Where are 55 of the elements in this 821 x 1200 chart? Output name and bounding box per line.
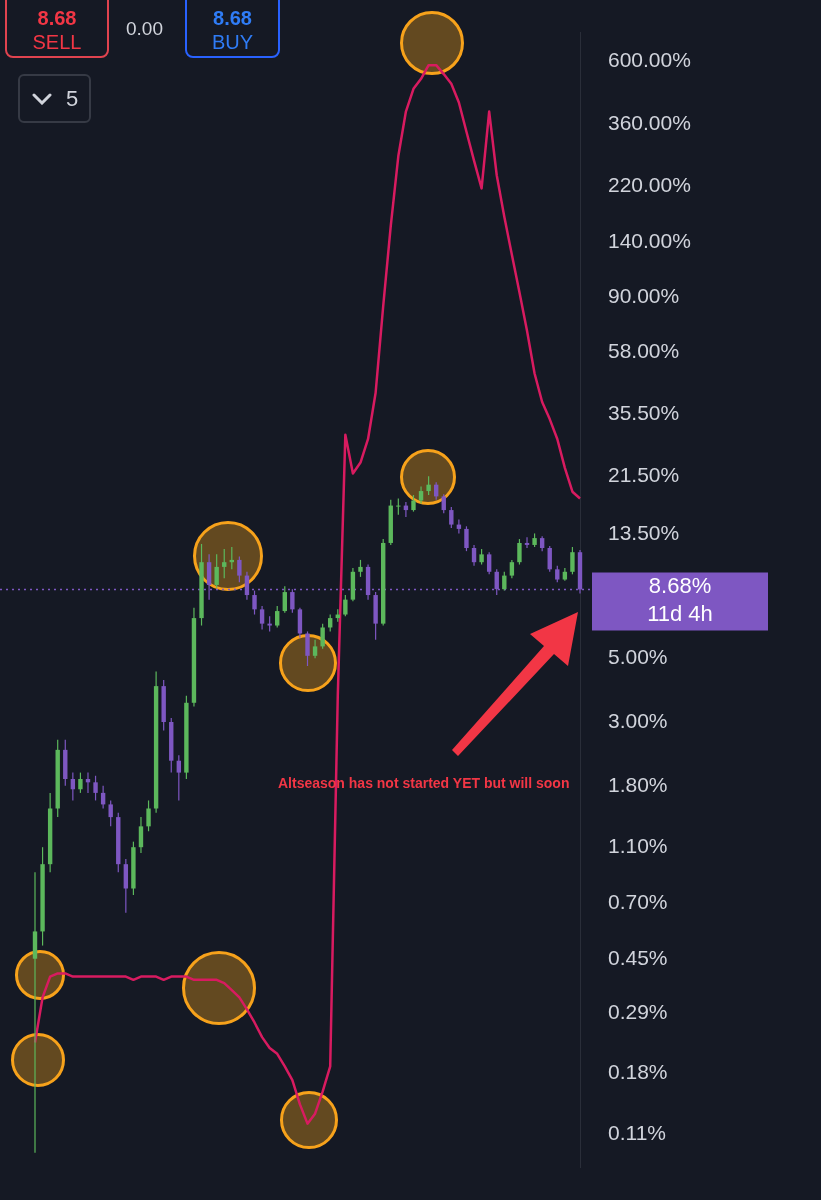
y-tick-label: 1.80% (608, 772, 668, 796)
candlestick (146, 799, 151, 832)
candlestick (320, 623, 325, 650)
y-tick-label: 0.18% (608, 1059, 668, 1083)
candlestick (486, 551, 492, 575)
dropdown-button: 5 (18, 74, 91, 123)
y-tick-label: 0.11% (608, 1121, 666, 1145)
candlestick (471, 544, 477, 567)
buy-button: 8.68 BUY (185, 0, 280, 58)
annotation: BUY (210, 30, 255, 54)
candlestick (138, 816, 144, 854)
y-tick-label: 58.00% (608, 339, 680, 363)
y-tick-label: 13.50% (608, 521, 680, 545)
y-tick-label: 21.50% (608, 463, 680, 487)
y-tick-label: 0.70% (608, 890, 668, 914)
candlestick (502, 571, 507, 592)
y-tick-label: 360.00% (608, 111, 691, 135)
annotation: 5 (66, 86, 79, 112)
annotation: SELL (31, 30, 83, 54)
y-tick-label: 220.00% (608, 172, 691, 196)
y-tick-label: 0.45% (608, 945, 668, 969)
y-tick-label: 600.00% (608, 47, 691, 71)
y-tick-label: 140.00% (608, 229, 691, 253)
candlestick (32, 871, 38, 1154)
candlestick (237, 555, 242, 583)
candlestick (259, 605, 265, 631)
y-tick-label: 35.50% (608, 400, 680, 424)
candlestick (282, 585, 287, 614)
candlestick (517, 538, 522, 566)
candlestick (312, 639, 318, 659)
candlestick (93, 775, 98, 802)
candlestick (509, 559, 515, 579)
y-tick-label: 5.00% (608, 645, 668, 669)
candlestick (275, 605, 280, 629)
candlestick (222, 548, 227, 579)
candlestick (570, 546, 575, 575)
candlestick (305, 630, 310, 667)
candlestick (464, 525, 469, 552)
candlestick (214, 553, 219, 589)
sell-button: 8.68 SELL (5, 0, 109, 58)
y-tick-label: 0.29% (608, 1000, 668, 1024)
candlestick (78, 772, 83, 794)
y-tick-label: 1.10% (608, 834, 668, 857)
candlestick (441, 493, 446, 514)
text: 11d 4h (647, 600, 713, 626)
candlestick (176, 754, 182, 802)
candlestick (426, 475, 431, 496)
ref-line-label: 8.68% (648, 572, 712, 598)
candlestick (252, 590, 257, 616)
y-tick-label: 90.00% (608, 284, 680, 308)
candlestick (343, 594, 348, 617)
candlestick (449, 506, 454, 529)
y-tick-label: 3.00% (608, 708, 668, 732)
annotation: 0.00 (126, 18, 163, 40)
candlestick (108, 799, 113, 827)
